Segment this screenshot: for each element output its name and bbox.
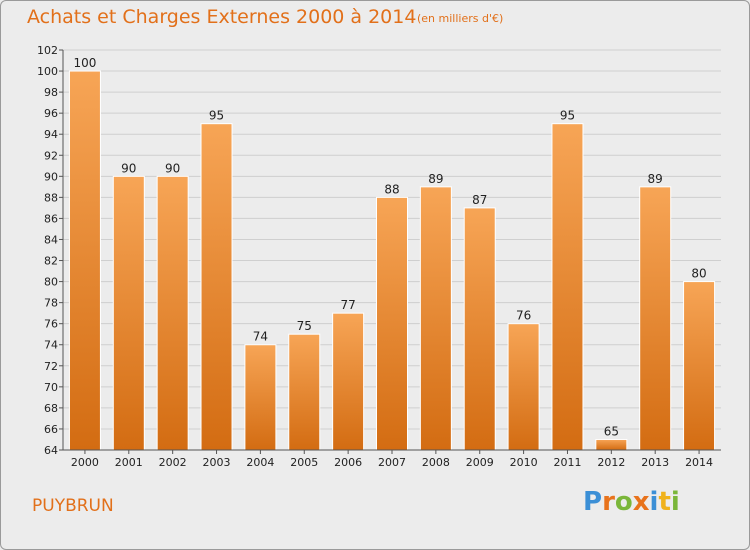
- y-tick-label: 72: [44, 360, 58, 373]
- y-tick-label: 96: [44, 107, 58, 120]
- logo-letter: P: [583, 487, 603, 517]
- y-tick-label: 78: [44, 297, 58, 310]
- y-tick-label: 92: [44, 149, 58, 162]
- logo-letter: t: [658, 487, 671, 517]
- logo-letter: i: [670, 487, 680, 517]
- logo-letter: x: [632, 487, 650, 517]
- bar: [419, 186, 452, 451]
- data-label: 74: [253, 330, 268, 344]
- x-tick-label: 2014: [685, 456, 713, 469]
- x-tick-label: 2010: [510, 456, 538, 469]
- y-tick-label: 74: [44, 339, 58, 352]
- bar: [463, 207, 496, 451]
- bar: [244, 344, 277, 451]
- x-tick-label: 2007: [378, 456, 406, 469]
- bars: [68, 70, 716, 451]
- y-tick-label: 70: [44, 381, 58, 394]
- bar: [288, 333, 321, 451]
- bar: [507, 323, 540, 451]
- proxiti-logo[interactable]: Proxiti: [583, 487, 680, 517]
- data-label: 90: [165, 161, 180, 175]
- axes: 6466687072747678808284868890929496981001…: [37, 44, 721, 469]
- data-label: 100: [73, 56, 96, 70]
- logo-letter: o: [614, 487, 633, 517]
- data-label: 87: [472, 193, 487, 207]
- data-label: 95: [560, 109, 575, 123]
- y-tick-label: 76: [44, 318, 58, 331]
- data-label: 65: [604, 424, 619, 438]
- logo-letter: r: [602, 487, 615, 517]
- bar: [376, 196, 408, 451]
- x-tick-label: 2005: [290, 456, 318, 469]
- y-tick-label: 64: [44, 444, 58, 457]
- x-tick-label: 2002: [159, 456, 187, 469]
- data-label: 89: [648, 172, 663, 186]
- y-tick-label: 68: [44, 402, 58, 415]
- x-tick-label: 2001: [115, 456, 143, 469]
- x-tick-label: 2009: [466, 456, 494, 469]
- bar: [683, 281, 716, 451]
- data-label: 77: [340, 298, 355, 312]
- logo-letter: i: [649, 487, 659, 517]
- x-tick-label: 2003: [203, 456, 231, 469]
- data-label: 75: [297, 319, 312, 333]
- y-tick-label: 100: [37, 65, 58, 78]
- y-tick-label: 66: [44, 423, 58, 436]
- y-tick-label: 90: [44, 170, 58, 183]
- y-tick-label: 84: [44, 233, 58, 246]
- chart-unit: (en milliers d'€): [417, 12, 504, 25]
- bar: [639, 186, 672, 451]
- y-tick-label: 98: [44, 86, 58, 99]
- data-label: 95: [209, 109, 224, 123]
- bar: [595, 438, 628, 451]
- chart-title: Achats et Charges Externes 2000 à 2014: [27, 6, 417, 28]
- data-label: 76: [516, 309, 531, 323]
- y-tick-label: 94: [44, 128, 58, 141]
- y-tick-label: 102: [37, 44, 58, 57]
- y-tick-label: 80: [44, 276, 58, 289]
- y-tick-label: 88: [44, 191, 58, 204]
- x-tick-label: 2006: [334, 456, 362, 469]
- y-tick-label: 86: [44, 212, 58, 225]
- data-label: 90: [121, 161, 136, 175]
- data-label: 89: [428, 172, 443, 186]
- y-tick-label: 82: [44, 255, 58, 268]
- bar: [551, 123, 584, 451]
- x-tick-label: 2011: [553, 456, 581, 469]
- x-tick-label: 2012: [597, 456, 625, 469]
- bar: [68, 70, 101, 451]
- bar: [332, 312, 365, 451]
- data-label: 80: [691, 267, 706, 281]
- bar: [156, 175, 189, 451]
- bar: [112, 175, 145, 451]
- bar: [200, 123, 233, 451]
- data-label: 88: [384, 182, 399, 196]
- place-name: PUYBRUN: [32, 496, 114, 516]
- x-tick-label: 2004: [246, 456, 274, 469]
- data-labels: 100 90 90 95 74 75 77 88 89 87 76 95 65 89 80: [73, 56, 706, 438]
- x-tick-label: 2008: [422, 456, 450, 469]
- x-tick-label: 2013: [641, 456, 669, 469]
- x-tick-label: 2000: [71, 456, 99, 469]
